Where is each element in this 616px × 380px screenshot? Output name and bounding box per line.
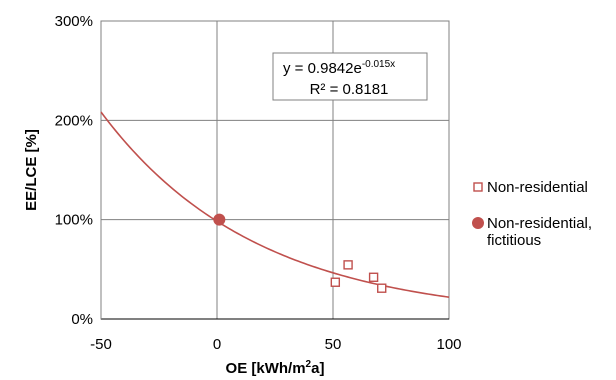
x-axis-title-main: OE [kWh/m (226, 360, 306, 377)
equation-exponent: -0.015x (362, 59, 395, 70)
fictitious-point (213, 213, 226, 226)
legend-label-non-residential: Non-residential (487, 179, 588, 196)
y-tick-label: 0% (71, 311, 93, 328)
x-tick-label: 0 (213, 336, 221, 353)
x-tick-labels: -50 0 50 100 (90, 336, 461, 353)
x-tick-label: 100 (436, 336, 461, 353)
exponential-trendline (100, 111, 450, 298)
x-axis-title: OE [kWh/m2a] (226, 359, 325, 377)
y-tick-label: 100% (55, 212, 93, 229)
non-residential-point (330, 277, 341, 287)
y-axis-title: EE/LCE [%] (23, 129, 40, 211)
equation-box (272, 52, 428, 101)
legend-marker-fictitious (472, 217, 484, 229)
r-squared-text: R² = 0.8181 (310, 81, 389, 98)
legend-label-fictitious-line2: fictitious (487, 232, 541, 249)
x-tick-label: -50 (90, 336, 112, 353)
equation-main: y = 0.9842e (283, 60, 362, 77)
y-tick-label: 200% (55, 112, 93, 129)
non-residential-point (377, 283, 387, 293)
legend-label-fictitious-line1: Non-residential, (487, 215, 592, 232)
legend: Non-residential Non-residential, fictiti… (472, 179, 592, 249)
x-tick-label: 50 (325, 336, 342, 353)
legend-marker-non-residential (473, 182, 483, 192)
x-axis-title-sup: 2 (306, 359, 312, 370)
non-residential-point (343, 260, 353, 270)
data-points (213, 213, 387, 293)
y-tick-label: 300% (55, 13, 93, 30)
y-tick-labels: 0% 100% 200% 300% (55, 13, 93, 328)
equation-text: y = 0.9842e-0.015x (283, 59, 395, 77)
non-residential-point (368, 272, 379, 282)
x-axis-title-end: a] (311, 360, 324, 377)
